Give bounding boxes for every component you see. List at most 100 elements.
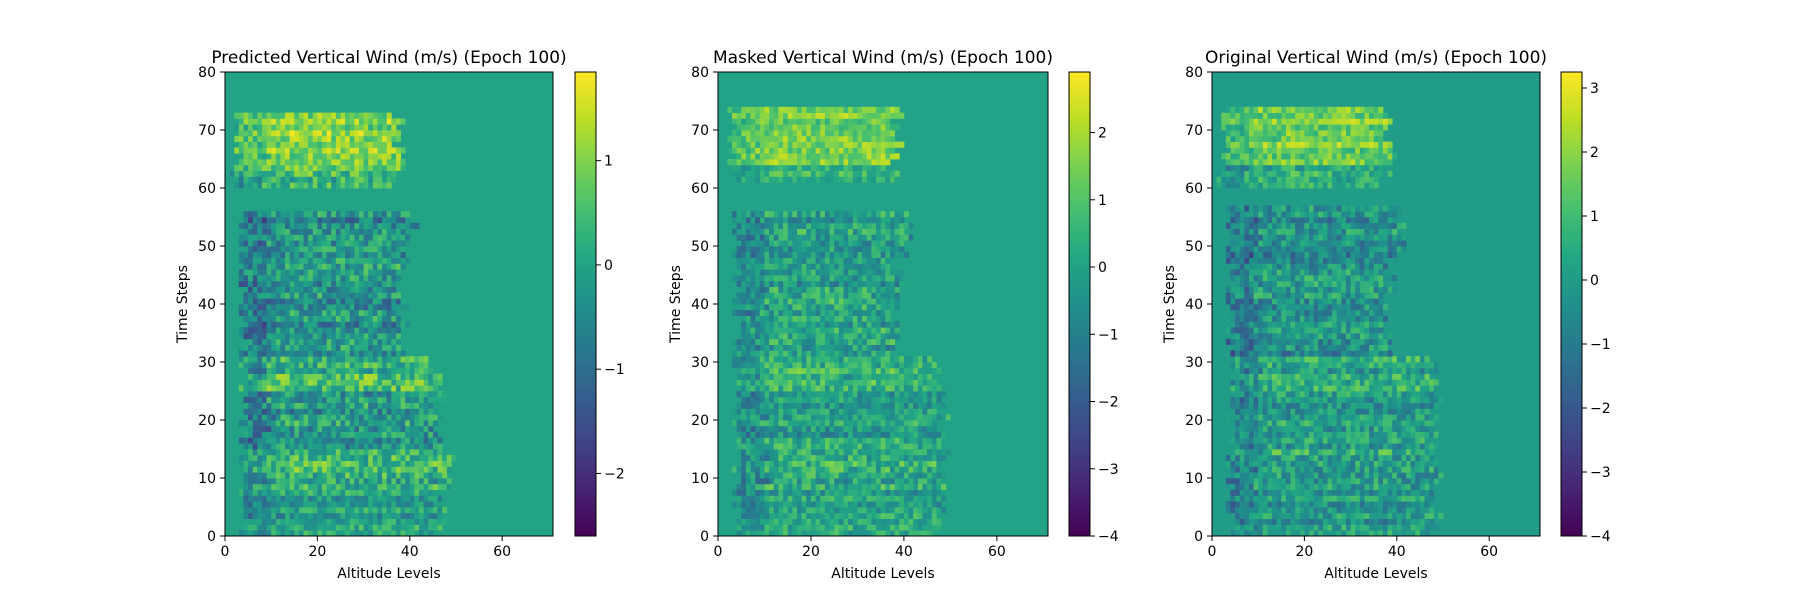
heatmap-cell (294, 222, 300, 229)
heatmap-cell (386, 344, 392, 351)
heatmap-cell (838, 483, 844, 490)
heatmap-cell (894, 530, 900, 537)
heatmap-cell (899, 512, 905, 519)
heatmap-cell (834, 489, 840, 496)
heatmap-cell (280, 524, 286, 531)
heatmap-cell (806, 321, 812, 328)
heatmap-cell (377, 275, 383, 282)
heatmap-cell (382, 454, 388, 461)
heatmap-cell (308, 443, 314, 450)
heatmap-cell (797, 437, 803, 444)
heatmap-cell (248, 217, 254, 224)
heatmap-cell (885, 478, 891, 485)
heatmap-cell (880, 304, 886, 311)
heatmap-cell (308, 304, 314, 311)
heatmap-cell (382, 130, 388, 137)
heatmap-cell (261, 130, 267, 137)
heatmap-cell (866, 391, 872, 398)
heatmap-cell (280, 234, 286, 241)
heatmap-cell (298, 478, 304, 485)
heatmap-cell (787, 228, 793, 235)
colorbar-tick-label: 1 (604, 154, 613, 170)
heatmap-cell (741, 367, 747, 374)
heatmap-cell (289, 135, 295, 142)
heatmap-cell (843, 315, 849, 322)
heatmap-cell (243, 176, 249, 183)
heatmap-cell (824, 257, 830, 264)
heatmap-cell (834, 263, 840, 270)
heatmap-cell (764, 263, 770, 270)
heatmap-cell (759, 379, 765, 386)
heatmap-cell (745, 304, 751, 311)
heatmap-cell (913, 443, 919, 450)
heatmap-cell (252, 512, 258, 519)
heatmap-cell (298, 298, 304, 305)
heatmap-cell (395, 217, 401, 224)
heatmap-cell (922, 420, 928, 427)
heatmap-cell (363, 402, 369, 409)
heatmap-cell (243, 153, 249, 160)
heatmap-cell (773, 315, 779, 322)
heatmap-cell (741, 269, 747, 276)
heatmap-cell (931, 425, 937, 432)
heatmap-cell (857, 275, 863, 282)
heatmap-cell (285, 257, 291, 264)
heatmap-cell (257, 530, 263, 537)
heatmap-cell (400, 530, 406, 537)
heatmap-cell (866, 507, 872, 514)
heatmap-cell (913, 530, 919, 537)
heatmap-cell (298, 483, 304, 490)
heatmap-cell (345, 246, 351, 253)
heatmap-cell (345, 425, 351, 432)
heatmap-cell (885, 454, 891, 461)
heatmap-cell (252, 159, 258, 166)
heatmap-cell (409, 414, 415, 421)
heatmap-cell (271, 489, 277, 496)
heatmap-cell (866, 246, 872, 253)
heatmap-cell (391, 478, 397, 485)
heatmap-cell (880, 449, 886, 456)
heatmap-cell (889, 292, 896, 299)
heatmap-cell (372, 367, 378, 374)
heatmap-cell (266, 275, 272, 282)
heatmap-cell (340, 338, 346, 345)
heatmap-cell (885, 420, 891, 427)
heatmap-cell (848, 257, 854, 264)
heatmap-cell (773, 367, 779, 374)
heatmap-cell (363, 356, 369, 363)
heatmap-cell (303, 495, 309, 502)
heatmap-cell (745, 408, 751, 415)
heatmap-cell (400, 518, 406, 525)
heatmap-cell (340, 176, 346, 183)
heatmap-cell (922, 483, 928, 490)
heatmap-cell (289, 304, 295, 311)
heatmap-cell (252, 217, 258, 224)
heatmap-cell (271, 524, 277, 531)
heatmap-cell (801, 298, 807, 305)
heatmap-cell (423, 362, 429, 369)
heatmap-cell (824, 466, 830, 473)
heatmap-cell (317, 315, 323, 322)
heatmap-cell (335, 449, 341, 456)
heatmap-cell (797, 460, 803, 467)
heatmap-cell (400, 257, 406, 264)
heatmap-cell (834, 304, 840, 311)
heatmap-cell (787, 385, 793, 392)
heatmap-cell (345, 472, 351, 479)
heatmap-cell (871, 460, 877, 467)
colorbar-segment (575, 203, 596, 208)
heatmap-cell (363, 182, 369, 189)
heatmap-cell (797, 414, 803, 421)
heatmap-cell (829, 304, 835, 311)
heatmap-cell (261, 118, 267, 125)
heatmap-cell (354, 501, 360, 508)
heatmap-cell (280, 425, 286, 432)
heatmap-cell (335, 443, 341, 450)
heatmap-cell (409, 478, 415, 485)
heatmap-cell (294, 251, 300, 258)
heatmap-cell (372, 478, 378, 485)
heatmap-cell (843, 373, 849, 380)
heatmap-cell (275, 454, 281, 461)
heatmap-cell (386, 443, 392, 450)
heatmap-cell (843, 414, 849, 421)
